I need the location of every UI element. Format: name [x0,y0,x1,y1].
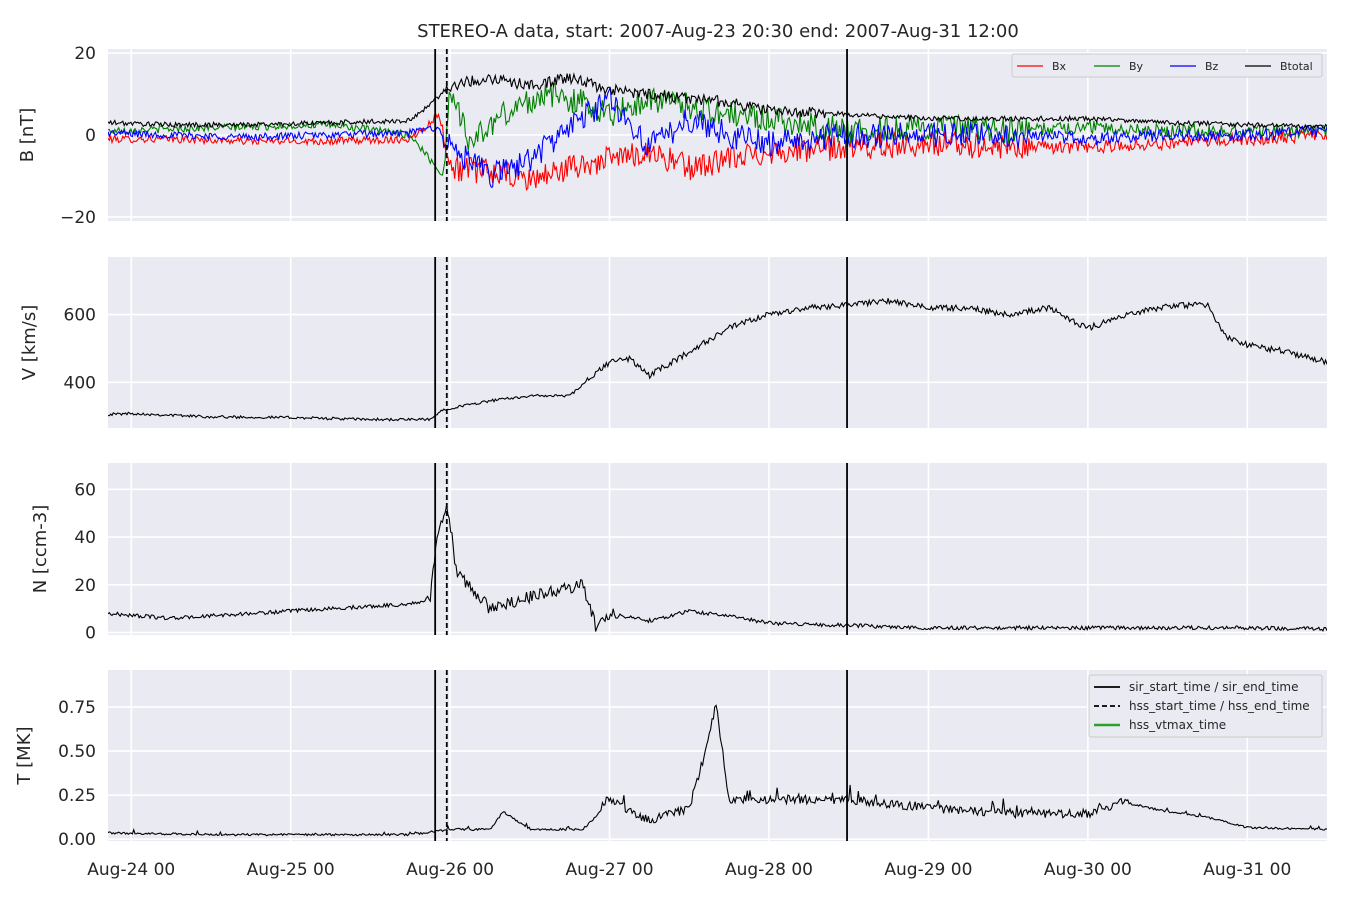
series-group [108,504,1327,632]
y-tick-label: 0 [85,126,96,146]
t-legend: sir_start_time / sir_end_time hss_start_t… [1088,674,1323,738]
x-tick-label: Aug-31 00 [1203,860,1291,880]
y-tick-label: −20 [60,208,96,228]
legend-label: hss_start_time / hss_end_time [1129,699,1310,713]
x-tick-label: Aug-25 00 [247,860,335,880]
panel-t: 0.00 0.25 0.50 0.75 T [MK] Aug-24 00 Aug-25 00… [14,670,1327,880]
panel-n: 0 20 40 60 N [ccm-3] [30,463,1327,644]
y-tick-label: 20 [74,44,96,64]
series-group [108,704,1327,837]
y-tick-label: 60 [74,480,96,500]
legend-box [1088,674,1323,738]
y-tick-label: 20 [74,576,96,596]
series-line-t [108,704,1327,837]
y-tick-label: 0.00 [58,830,96,850]
legend-label: Bz [1205,60,1219,73]
x-tick-label: Aug-26 00 [406,860,494,880]
y-tick-label: 400 [64,373,96,393]
x-tick-label: Aug-24 00 [87,860,175,880]
plot-area [108,463,1327,635]
series-line-bz [108,86,1327,188]
y-tick-label: 0.75 [58,698,96,718]
y-axis-label: V [km/s] [19,305,40,380]
x-tick-label: Aug-27 00 [566,860,654,880]
y-tick-label: 0 [85,624,96,644]
series-group [108,72,1327,191]
legend-label: sir_start_time / sir_end_time [1129,680,1299,694]
b-legend: Bx By Bz Btotal [1011,53,1323,78]
y-tick-label: 40 [74,528,96,548]
series-line-btotal [108,72,1327,130]
panel-v: 400 600 V [km/s] [19,257,1327,428]
panels: −20 0 20 B [nT] Bx By Bz Btotal 400 600 V [km/s] 0 2… [14,44,1327,880]
series-line-v [108,298,1327,422]
y-axis-label: B [nT] [17,108,38,163]
y-axis-label: T [MK] [14,726,35,785]
y-tick-label: 600 [64,306,96,326]
y-axis-label: N [ccm-3] [30,505,51,594]
legend-label: Btotal [1280,60,1313,73]
plot-area [108,257,1327,428]
y-tick-label: 0.25 [58,786,96,806]
legend-label: By [1129,60,1144,73]
x-tick-label: Aug-30 00 [1044,860,1132,880]
legend-label: Bx [1052,60,1067,73]
series-line-n [108,504,1327,632]
x-tick-label: Aug-29 00 [884,860,972,880]
legend-label: hss_vtmax_time [1129,718,1226,732]
series-group [108,298,1327,422]
legend-box [1011,53,1323,78]
chart-title: STEREO-A data, start: 2007-Aug-23 20:30 … [417,21,1019,42]
y-tick-label: 0.50 [58,742,96,762]
series-line-bx [108,112,1327,191]
x-tick-label: Aug-28 00 [725,860,813,880]
panel-b: −20 0 20 B [nT] Bx By Bz Btotal [17,44,1327,228]
